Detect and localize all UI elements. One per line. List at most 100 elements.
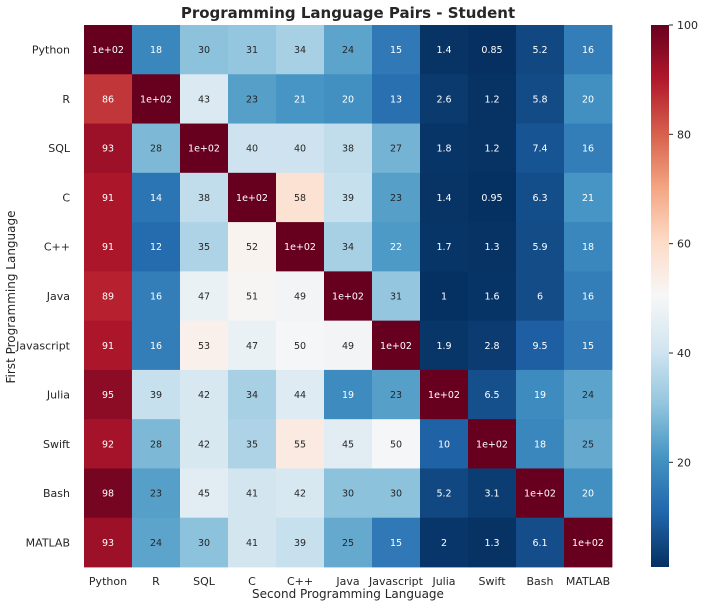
cell-label: 98 xyxy=(102,489,114,500)
cell-label: 1.6 xyxy=(484,292,499,303)
cell-label: 39 xyxy=(294,538,306,549)
heatmap-cell xyxy=(420,222,469,272)
heatmap-cell xyxy=(228,222,277,272)
cell-label: 20 xyxy=(582,94,594,105)
heatmap-cell xyxy=(324,123,373,174)
cell-label: 16 xyxy=(582,45,594,56)
y-axis-label: First Programming Language xyxy=(4,211,18,384)
cell-label: 15 xyxy=(390,45,402,56)
cell-label: 24 xyxy=(582,390,594,401)
colorbar-tick-label: 100 xyxy=(677,19,698,32)
heatmap-cell xyxy=(516,74,565,124)
cell-label: 20 xyxy=(342,94,354,105)
heatmap-cell xyxy=(132,271,181,322)
x-tick-label: SQL xyxy=(193,575,216,588)
heatmap-cell xyxy=(564,222,613,272)
heatmap-cell xyxy=(324,419,373,469)
x-tick-label: C++ xyxy=(287,575,313,588)
cell-label: 1.2 xyxy=(484,144,499,155)
heatmap-cell xyxy=(324,25,373,75)
cell-label: 28 xyxy=(150,439,162,450)
cell-label: 31 xyxy=(246,45,258,56)
cell-label: 2 xyxy=(441,538,447,549)
heatmap-cell xyxy=(564,123,613,174)
heatmap-cell xyxy=(372,222,421,272)
x-tick-label: Julia xyxy=(431,575,455,588)
heatmap-cell xyxy=(276,172,325,223)
heatmap-cell xyxy=(564,271,613,322)
heatmap-cell xyxy=(84,123,133,174)
heatmap-cell xyxy=(468,172,517,223)
cell-label: 6.1 xyxy=(532,538,547,549)
heatmap-cell xyxy=(276,320,325,371)
cell-label: 1.4 xyxy=(436,45,451,56)
heatmap-cell xyxy=(468,468,517,519)
x-tick-label: Javascript xyxy=(368,575,424,588)
heatmap-cell xyxy=(180,123,229,174)
heatmap-cell xyxy=(180,517,229,568)
x-axis-ticks: Python R SQL C C++ Java Javascript Julia Swift Ba… xyxy=(89,575,610,588)
cell-label: 20 xyxy=(582,489,594,500)
y-tick-label: C xyxy=(62,191,70,204)
heatmap-cell xyxy=(564,517,613,568)
cell-label: 95 xyxy=(102,390,114,401)
heatmap-cell xyxy=(132,517,181,568)
cell-label: 1e+02 xyxy=(236,193,268,204)
heatmap-cell xyxy=(372,123,421,174)
cell-label: 5.2 xyxy=(436,489,451,500)
y-tick-label: Python xyxy=(32,44,70,57)
cell-label: 13 xyxy=(390,94,402,105)
cell-label: 89 xyxy=(102,292,114,303)
heatmap-cell xyxy=(516,517,565,568)
heatmap-cell xyxy=(84,74,133,124)
x-tick-label: Java xyxy=(335,575,359,588)
cell-label: 53 xyxy=(198,341,210,352)
heatmap-cell xyxy=(276,468,325,519)
y-tick-label: C++ xyxy=(44,241,70,254)
cell-label: 58 xyxy=(294,193,306,204)
heatmap-cell xyxy=(276,222,325,272)
cell-label: 1 xyxy=(441,292,447,303)
x-axis-label: Second Programming Language xyxy=(252,587,444,601)
heatmap-cell xyxy=(516,172,565,223)
heatmap-cell xyxy=(516,123,565,174)
y-tick-label: Javascript xyxy=(15,339,71,352)
cell-label: 34 xyxy=(246,390,258,401)
heatmap-cell xyxy=(324,468,373,519)
heatmap-cell xyxy=(420,123,469,174)
heatmap-cell xyxy=(564,419,613,469)
chart-title: Programming Language Pairs - Student xyxy=(181,4,515,22)
x-tick-label: MATLAB xyxy=(566,575,610,588)
heatmap-cell xyxy=(132,74,181,124)
cell-label: 30 xyxy=(390,489,402,500)
heatmap-cell xyxy=(276,517,325,568)
heatmap-cell xyxy=(564,172,613,223)
heatmap-cell xyxy=(132,320,181,371)
cell-label: 15 xyxy=(582,341,594,352)
cell-label: 93 xyxy=(102,144,114,155)
heatmap-cell xyxy=(228,172,277,223)
heatmap-cell xyxy=(180,172,229,223)
cell-label: 5.9 xyxy=(532,242,547,253)
cell-label: 16 xyxy=(582,292,594,303)
cell-label: 1.4 xyxy=(436,193,451,204)
heatmap-cell xyxy=(420,320,469,371)
heatmap-cell xyxy=(228,123,277,174)
cell-label: 31 xyxy=(390,292,402,303)
colorbar-tick-label: 40 xyxy=(677,347,691,360)
cell-label: 40 xyxy=(294,144,306,155)
x-tick-label: Bash xyxy=(527,575,554,588)
cell-label: 1.8 xyxy=(436,144,451,155)
cell-label: 23 xyxy=(390,390,402,401)
y-tick-label: MATLAB xyxy=(26,536,70,549)
cell-label: 38 xyxy=(342,144,354,155)
colorbar xyxy=(651,25,669,567)
heatmap-cell xyxy=(276,74,325,124)
heatmap-cell xyxy=(372,419,421,469)
cell-label: 23 xyxy=(150,489,162,500)
cell-label: 93 xyxy=(102,538,114,549)
cell-label: 40 xyxy=(246,144,258,155)
cell-label: 35 xyxy=(246,439,258,450)
